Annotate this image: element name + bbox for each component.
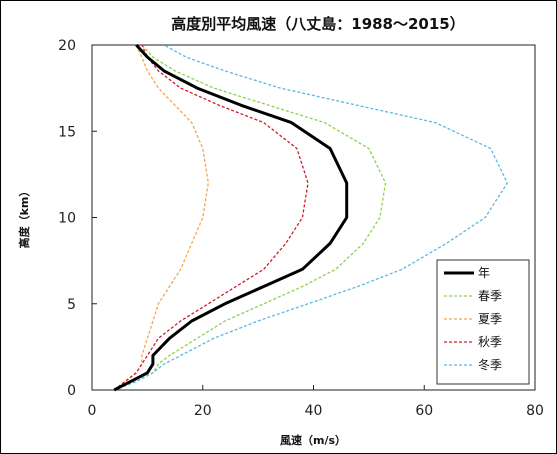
x-tick-label: 80	[526, 403, 544, 419]
y-tick-label: 10	[58, 211, 76, 227]
x-tick-label: 0	[88, 403, 97, 419]
series-lines	[113, 43, 508, 392]
chart-title: 高度別平均風速（八丈島：1988～2015）	[171, 15, 465, 33]
y-axis: 0 5 10 15 20	[58, 38, 97, 399]
series-line-1	[113, 43, 349, 392]
x-tick-label: 40	[305, 403, 323, 419]
y-tick-label: 15	[58, 124, 76, 140]
series-line-5	[113, 44, 508, 391]
legend-label: 夏季	[478, 312, 502, 326]
x-axis-label: 風速（m/s）	[280, 433, 346, 447]
series-line-3	[113, 44, 209, 391]
legend-label: 年	[478, 266, 490, 280]
series-line-2	[113, 44, 387, 391]
legend-label: 春季	[478, 289, 502, 303]
y-tick-label: 20	[58, 38, 76, 54]
series-line-4	[113, 44, 309, 391]
legend-label: 秋季	[478, 335, 502, 349]
x-tick-label: 20	[194, 403, 212, 419]
x-tick-label: 60	[415, 403, 433, 419]
legend-label: 冬季	[478, 357, 502, 372]
y-tick-label: 5	[67, 297, 76, 313]
legend-box	[436, 259, 530, 385]
x-axis: 0 20 40 60 80	[88, 385, 544, 419]
y-tick-label: 0	[67, 383, 76, 399]
y-axis-label: 高度（km）	[17, 186, 31, 249]
